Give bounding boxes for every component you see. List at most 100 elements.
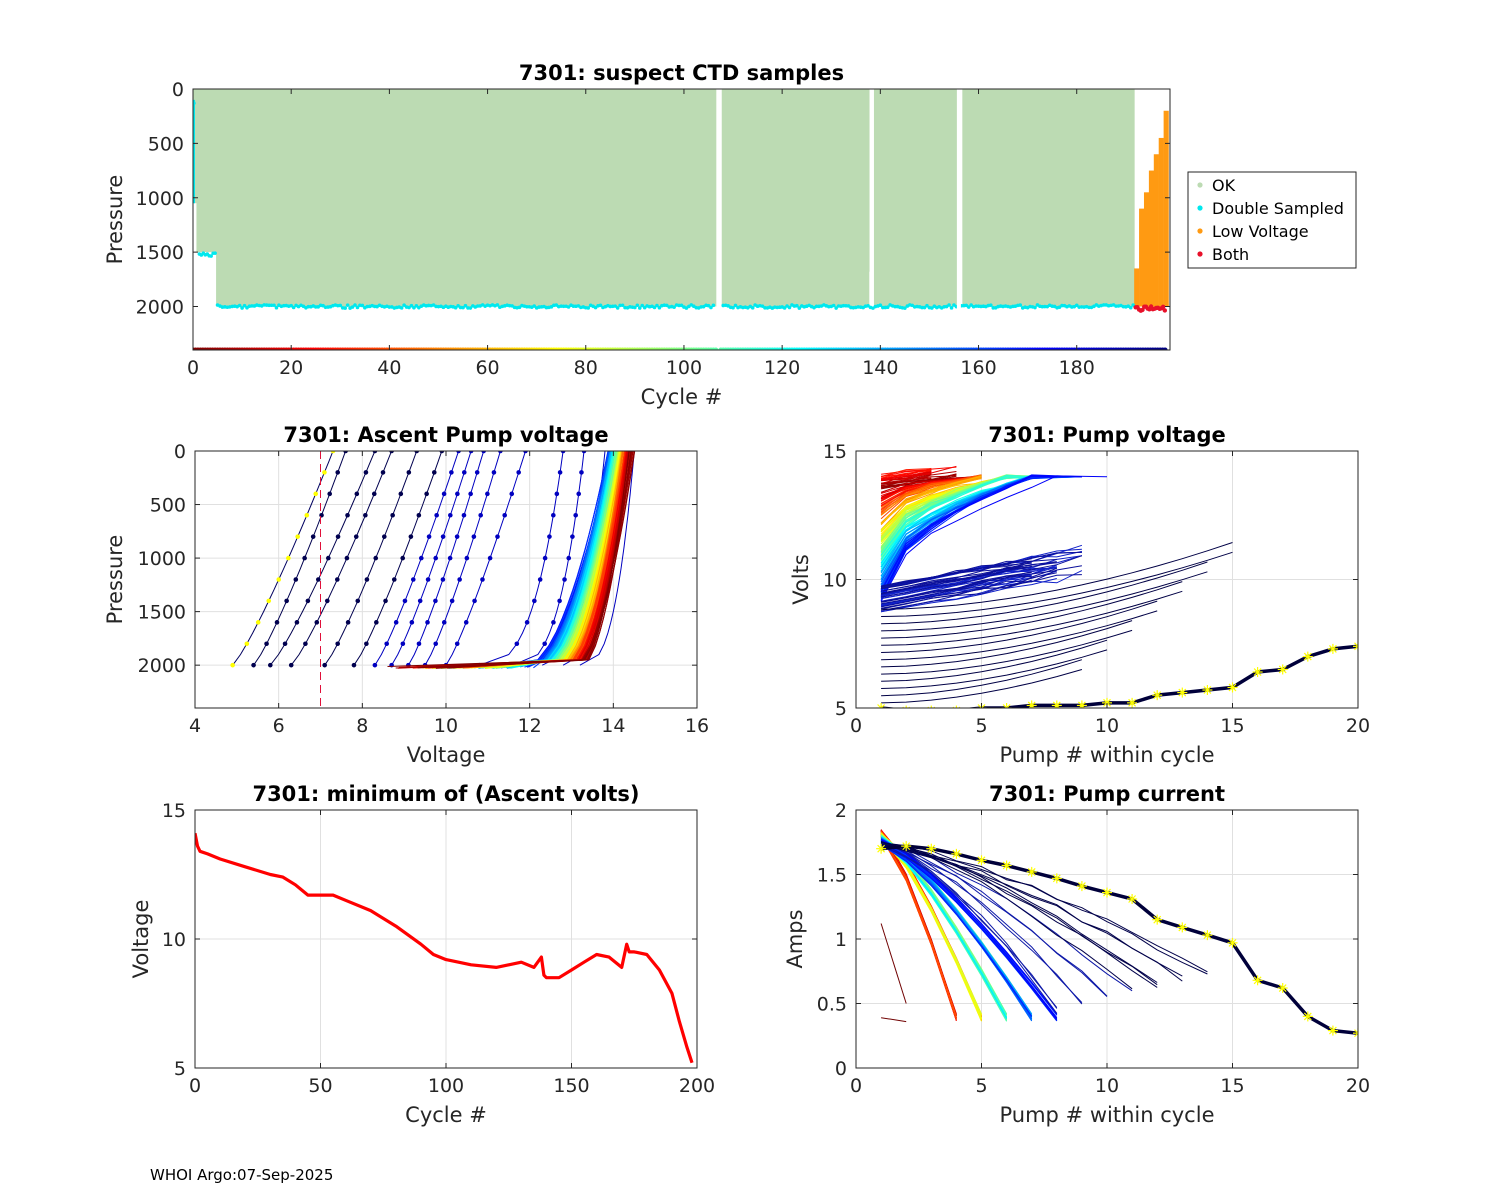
ok-samples <box>196 89 217 253</box>
double-sampled-point <box>343 306 347 310</box>
double-sampled-point <box>414 304 419 308</box>
ascent-profile-point <box>363 512 368 518</box>
double-sampled-point <box>463 303 468 308</box>
ascent-profile-point <box>463 620 469 625</box>
ascent-profile-point <box>400 641 406 647</box>
ascent-profile-point <box>557 470 563 475</box>
suspect-xtick-label: 0 <box>187 357 199 379</box>
ascent-xtick-label: 14 <box>601 715 625 737</box>
min_volts-ylabel: Voltage <box>129 900 153 979</box>
pump-voltage-marker <box>1152 690 1163 701</box>
pump-current-line <box>880 845 1058 1014</box>
pump-voltage-line <box>881 552 1057 587</box>
ascent-profile-point <box>542 555 548 561</box>
ascent-profile-point <box>322 662 327 668</box>
ascent-profile-point <box>343 451 348 454</box>
pump_current-ylabel: Amps <box>783 909 807 968</box>
pump-voltage-marker <box>1353 641 1358 652</box>
ascent-profile-line <box>387 451 630 668</box>
double-sampled-point <box>338 303 343 308</box>
min_volts-ytick-label: 10 <box>162 929 186 951</box>
pump-voltage-line <box>880 475 1108 602</box>
pump-voltage-line <box>880 474 982 508</box>
both-point <box>1160 304 1166 310</box>
missing-cycle-gap <box>716 89 721 312</box>
double-sampled-point <box>532 304 537 308</box>
ok-samples <box>873 89 958 307</box>
double-sampled-point <box>213 251 217 255</box>
ascent-profile-point <box>440 577 446 582</box>
double-sampled-point <box>655 303 659 308</box>
pump-voltage-marker <box>1102 697 1112 708</box>
suspect-xtick-label: 80 <box>574 357 598 379</box>
ascent-profile-point <box>523 451 528 454</box>
ascent-profile-point <box>393 620 399 625</box>
pump-current-line <box>881 845 1158 983</box>
pump_current-series <box>876 829 1358 1039</box>
pump-voltage-line <box>881 470 932 479</box>
pump-voltage-line <box>881 574 1082 611</box>
cycle-strip-point <box>1162 347 1168 350</box>
pump-current-line <box>880 842 1058 1008</box>
ascent-profile-point <box>302 555 307 561</box>
ascent-profile-point <box>454 641 460 647</box>
pump-current-line <box>880 842 1108 997</box>
low-voltage-samples <box>1148 170 1155 307</box>
pump-current-line <box>880 842 1108 997</box>
pump-current-line <box>881 842 1208 973</box>
pump-voltage-line <box>881 620 1133 668</box>
double-sampled-point <box>733 303 738 308</box>
ascent-profile-point <box>345 620 351 625</box>
low-voltage-samples <box>1143 192 1150 307</box>
pump-voltage-line <box>881 561 1057 592</box>
double-sampled-point <box>672 305 676 309</box>
pump_voltage-xtick-label: 20 <box>1346 715 1370 737</box>
double-sampled-point <box>1128 305 1133 310</box>
pump-voltage-marker <box>1026 700 1037 708</box>
double-sampled-point <box>353 303 357 307</box>
double-sampled-point <box>615 306 620 310</box>
pump_voltage-xtick-label: 0 <box>850 715 862 737</box>
min_volts-xtick-label: 200 <box>679 1075 715 1097</box>
pump-current-marker <box>1076 881 1087 892</box>
ascent-xtick-label: 6 <box>273 715 285 737</box>
double-sampled-point <box>787 305 792 310</box>
pump-current-marker <box>1001 860 1012 871</box>
double-sampled-point <box>453 305 458 310</box>
pump_current-ytick-label: 0.5 <box>817 994 847 1016</box>
pump-voltage-line <box>881 669 1083 704</box>
ascent-profile-point <box>274 620 280 625</box>
ascent-profile-line <box>422 451 623 669</box>
pump-voltage-line <box>881 600 1158 653</box>
ascent-profile-point <box>457 577 462 582</box>
min_volts-ticks: 0 50 100 150 200 5 10 15 <box>162 800 715 1097</box>
ascent-profile-line <box>446 451 626 667</box>
legend-marker-0 <box>1197 182 1203 188</box>
ascent-profile-point <box>547 534 552 539</box>
ascent-profile-point <box>380 470 386 475</box>
double-sampled-point <box>711 303 716 308</box>
double-sampled-point <box>782 306 787 310</box>
ascent-profile-point <box>244 641 250 647</box>
ascent-ytick-label: 1000 <box>138 548 186 570</box>
ascent-profile-point <box>345 512 350 518</box>
double-sampled-point <box>1033 305 1037 310</box>
pump_voltage-ytick-label: 5 <box>835 698 847 720</box>
double-sampled-point <box>637 306 642 310</box>
legend-box <box>1187 171 1357 269</box>
suspect-axes: 0 20 40 60 80 100 120 140 160 180 0 500 1000 1500 2000… <box>103 61 1171 409</box>
double-sampled-point <box>831 303 836 308</box>
pump-current-marker <box>901 841 912 852</box>
pump_current-title: 7301: Pump current <box>989 782 1225 806</box>
pump-voltage-line <box>881 629 1133 675</box>
min_volts-series <box>195 832 694 1064</box>
ascent-profile-point <box>391 577 397 582</box>
pump-current-line <box>880 843 1058 1020</box>
low-voltage-samples <box>1134 268 1140 307</box>
min_volts-axes: 0 50 100 150 200 5 10 15 7301: minimum of (Ascen… <box>129 782 715 1127</box>
double-sampled-point <box>598 303 603 308</box>
pump-current-last-cycle <box>880 844 1358 1035</box>
double-sampled-point <box>399 306 404 310</box>
pump-voltage-line <box>880 476 1057 556</box>
